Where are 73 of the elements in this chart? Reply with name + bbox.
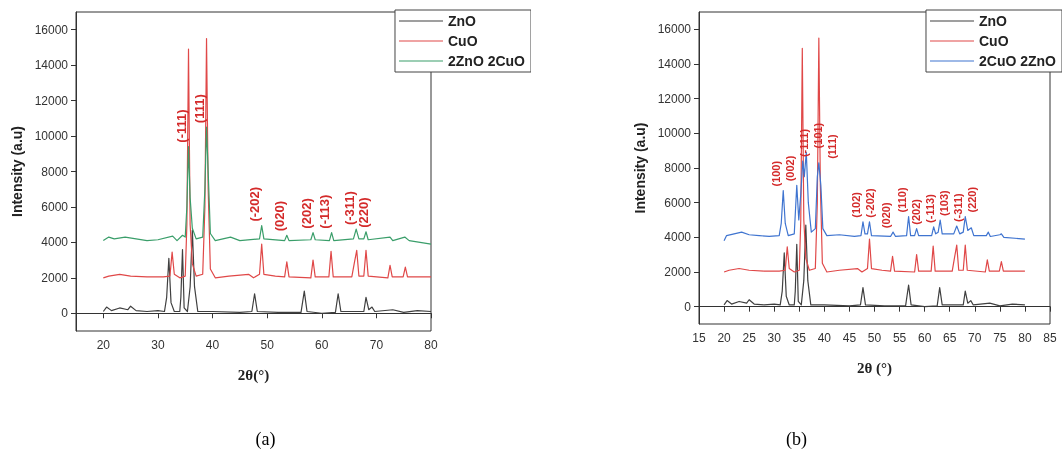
y-tick-label: 4000 (41, 235, 69, 250)
x-tick-label: 30 (151, 338, 165, 352)
legend-label: 2ZnO 2CuO (447, 53, 526, 69)
y-tick-label: 0 (61, 306, 69, 321)
annotation: (101) (812, 122, 825, 149)
annotation: (102) (849, 191, 862, 218)
legend-label: 2CuO 2ZnO (978, 53, 1057, 69)
y-tick-label: 0 (684, 299, 692, 314)
x-tick-label: 50 (867, 331, 882, 345)
annotation: (111) (192, 94, 208, 124)
text: (b) (786, 429, 808, 450)
y-tick-label: 14000 (657, 57, 692, 71)
y-tick-label: 12000 (34, 93, 69, 108)
legend-label: CuO (447, 33, 478, 49)
x-tick-label: 25 (742, 331, 757, 345)
x-tick-label: 40 (817, 331, 832, 345)
y-tick-label: 6000 (664, 195, 692, 210)
y-tick-label: 16000 (34, 22, 69, 37)
annotation: (103) (937, 189, 950, 216)
x-tick-label: 55 (892, 331, 907, 345)
y-axis-title: Intensity (a.u) (8, 125, 25, 218)
x-tick-label: 70 (968, 331, 982, 345)
x-tick-label: 65 (943, 331, 957, 345)
y-tick-label: 8000 (41, 164, 69, 179)
y-tick-label: 10000 (34, 129, 69, 144)
x-axis-title: 2θ (°) (856, 359, 893, 377)
x-tick-label: 30 (767, 331, 782, 345)
y-tick-label: 16000 (657, 22, 692, 37)
text: (a) (255, 429, 276, 450)
annotation: (-202) (247, 186, 263, 222)
annotation: (002) (784, 155, 797, 182)
annotation: (-202) (863, 188, 876, 218)
annotation: (220) (965, 186, 978, 213)
annotation: (020) (272, 200, 288, 232)
annotation: (202) (298, 198, 314, 229)
y-axis-title: Intensity (a.u) (631, 122, 648, 214)
y-tick-label: 12000 (657, 91, 692, 106)
legend-label: ZnO (978, 13, 1008, 29)
x-tick-label: 60 (917, 331, 932, 345)
x-tick-label: 20 (717, 331, 732, 345)
x-tick-label: 80 (1018, 331, 1032, 345)
x-tick-label: 85 (1043, 331, 1057, 345)
y-tick-label: 2000 (41, 270, 69, 285)
y-tick-label: 10000 (657, 126, 692, 141)
annotation: (-111) (174, 109, 190, 143)
annotation: (-113) (923, 193, 936, 223)
x-tick-label: 20 (96, 338, 111, 352)
y-tick-label: 2000 (664, 265, 692, 279)
annotation: (-113) (317, 194, 333, 229)
x-tick-label: 80 (424, 338, 438, 352)
x-axis-title: 2θ(°) (237, 366, 270, 384)
x-tick-label: 45 (842, 331, 857, 345)
annotation: (-311) (951, 192, 964, 223)
legend-label: ZnO (447, 13, 477, 29)
annotation: (111) (826, 134, 839, 159)
x-tick-label: 60 (315, 338, 329, 352)
annotation: (100) (770, 160, 783, 187)
y-tick-label: 4000 (664, 230, 692, 245)
y-tick-label: 6000 (41, 199, 69, 214)
x-tick-label: 70 (369, 338, 384, 352)
annotation: (020) (880, 202, 893, 229)
x-tick-label: 15 (692, 331, 706, 345)
annotation: (110) (895, 187, 908, 213)
x-tick-label: 35 (792, 331, 807, 345)
y-tick-label: 14000 (34, 58, 69, 73)
x-tick-label: 50 (260, 338, 275, 352)
x-tick-label: 40 (205, 338, 220, 352)
x-tick-label: 75 (993, 331, 1007, 345)
annotation: (-111) (798, 128, 811, 158)
annotation: (202) (909, 198, 922, 225)
legend-label: CuO (978, 33, 1009, 49)
y-tick-label: 8000 (664, 161, 692, 175)
annotation: (-311) (341, 191, 357, 226)
